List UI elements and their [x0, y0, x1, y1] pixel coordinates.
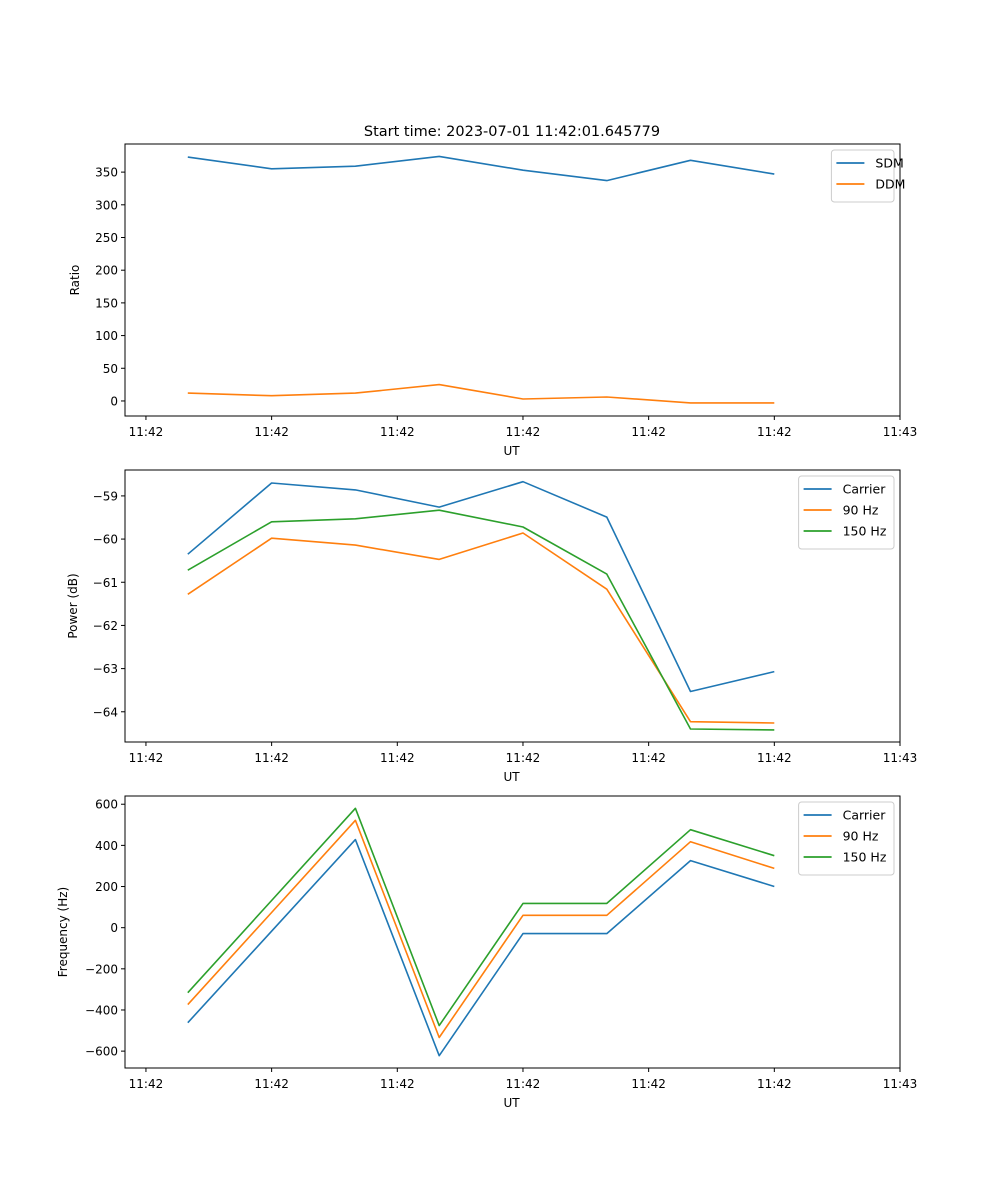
chart-panel-2: −64 −63 −62 −61 −60 −59 11:42 11:42 11:42 11:42 11…: [66, 469, 918, 784]
chart-panel-1: 0 50 100 150 200 250 300 350 11:42 11:42 11:42 11:4…: [68, 143, 918, 458]
y-axis-label: Ratio: [68, 265, 82, 296]
y-tick-label: −600: [85, 1045, 118, 1059]
y-tick-label: 400: [95, 839, 118, 853]
legend: SDM DDM: [830, 149, 905, 203]
series-line-150-hz: [187, 807, 775, 1027]
y-tick-label: −62: [93, 619, 118, 633]
legend-label: SDM: [875, 156, 903, 171]
axes-frame: [124, 795, 901, 1069]
y-tick-label: 200: [95, 880, 118, 894]
x-tick-label: 11:42: [506, 751, 541, 765]
axes-frame: [124, 469, 901, 743]
axes-frame: [124, 143, 901, 417]
y-tick-label: −59: [93, 489, 118, 503]
legend-label: 150 Hz: [843, 524, 887, 539]
y-tick-label: 0: [110, 921, 118, 935]
x-tick-label: 11:42: [631, 425, 666, 439]
series-line-sdm: [187, 155, 775, 182]
legend-label: 150 Hz: [843, 850, 887, 865]
x-tick-label: 11:43: [883, 751, 918, 765]
series-line-carrier: [187, 480, 775, 693]
x-tick-label: 11:43: [883, 1077, 918, 1091]
y-axis-label: Frequency (Hz): [56, 887, 70, 978]
series-line-90-hz: [187, 819, 775, 1039]
y-tick-label: −400: [85, 1003, 118, 1017]
x-tick-label: 11:42: [129, 1077, 164, 1091]
x-tick-label: 11:42: [254, 751, 289, 765]
series-line-carrier: [187, 838, 775, 1057]
x-tick-label: 11:42: [129, 425, 164, 439]
y-tick-label: 200: [95, 264, 118, 278]
legend-label: Carrier: [843, 808, 887, 823]
y-tick-label: −64: [93, 705, 118, 719]
series-line-ddm: [187, 383, 775, 404]
legend-label: Carrier: [843, 482, 887, 497]
y-axis-label: Power (dB): [66, 573, 80, 638]
y-tick-label: 150: [95, 296, 118, 310]
y-tick-label: 50: [103, 362, 118, 376]
y-tick-label: 600: [95, 798, 118, 812]
x-tick-label: 11:42: [757, 425, 792, 439]
x-tick-label: 11:42: [380, 1077, 415, 1091]
y-tick-label: −63: [93, 662, 118, 676]
x-tick-label: 11:42: [254, 425, 289, 439]
figure-title: Start time: 2023-07-01 11:42:01.645779: [364, 124, 660, 140]
y-tick-label: −60: [93, 533, 118, 547]
x-tick-label: 11:42: [631, 1077, 666, 1091]
x-axis-label: UT: [503, 770, 520, 784]
x-tick-label: 11:43: [883, 425, 918, 439]
y-tick-label: 350: [95, 166, 118, 180]
y-tick-label: 100: [95, 329, 118, 343]
legend: Carrier 90 Hz 150 Hz: [798, 801, 895, 876]
y-tick-label: −61: [93, 576, 118, 590]
x-tick-label: 11:42: [757, 751, 792, 765]
legend: Carrier 90 Hz 150 Hz: [798, 475, 895, 550]
x-tick-label: 11:42: [506, 425, 541, 439]
x-tick-label: 11:42: [380, 425, 415, 439]
legend-label: 90 Hz: [843, 503, 879, 518]
x-tick-label: 11:42: [129, 751, 164, 765]
x-tick-label: 11:42: [631, 751, 666, 765]
series-line-90-hz: [187, 532, 775, 724]
x-tick-label: 11:42: [757, 1077, 792, 1091]
y-tick-label: 0: [110, 394, 118, 408]
y-tick-label: 300: [95, 198, 118, 212]
x-axis-label: UT: [503, 444, 520, 458]
legend-label: DDM: [875, 177, 905, 192]
y-tick-label: −200: [85, 962, 118, 976]
x-axis-label: UT: [503, 1096, 520, 1110]
x-tick-label: 11:42: [380, 751, 415, 765]
y-tick-label: 250: [95, 231, 118, 245]
x-tick-label: 11:42: [506, 1077, 541, 1091]
series-line-150-hz: [187, 509, 775, 731]
legend-label: 90 Hz: [843, 829, 879, 844]
x-tick-label: 11:42: [254, 1077, 289, 1091]
chart-panel-3: −600 −400 −200 0 200 400 600 11:42 11:42 11:42 11:…: [56, 795, 918, 1110]
